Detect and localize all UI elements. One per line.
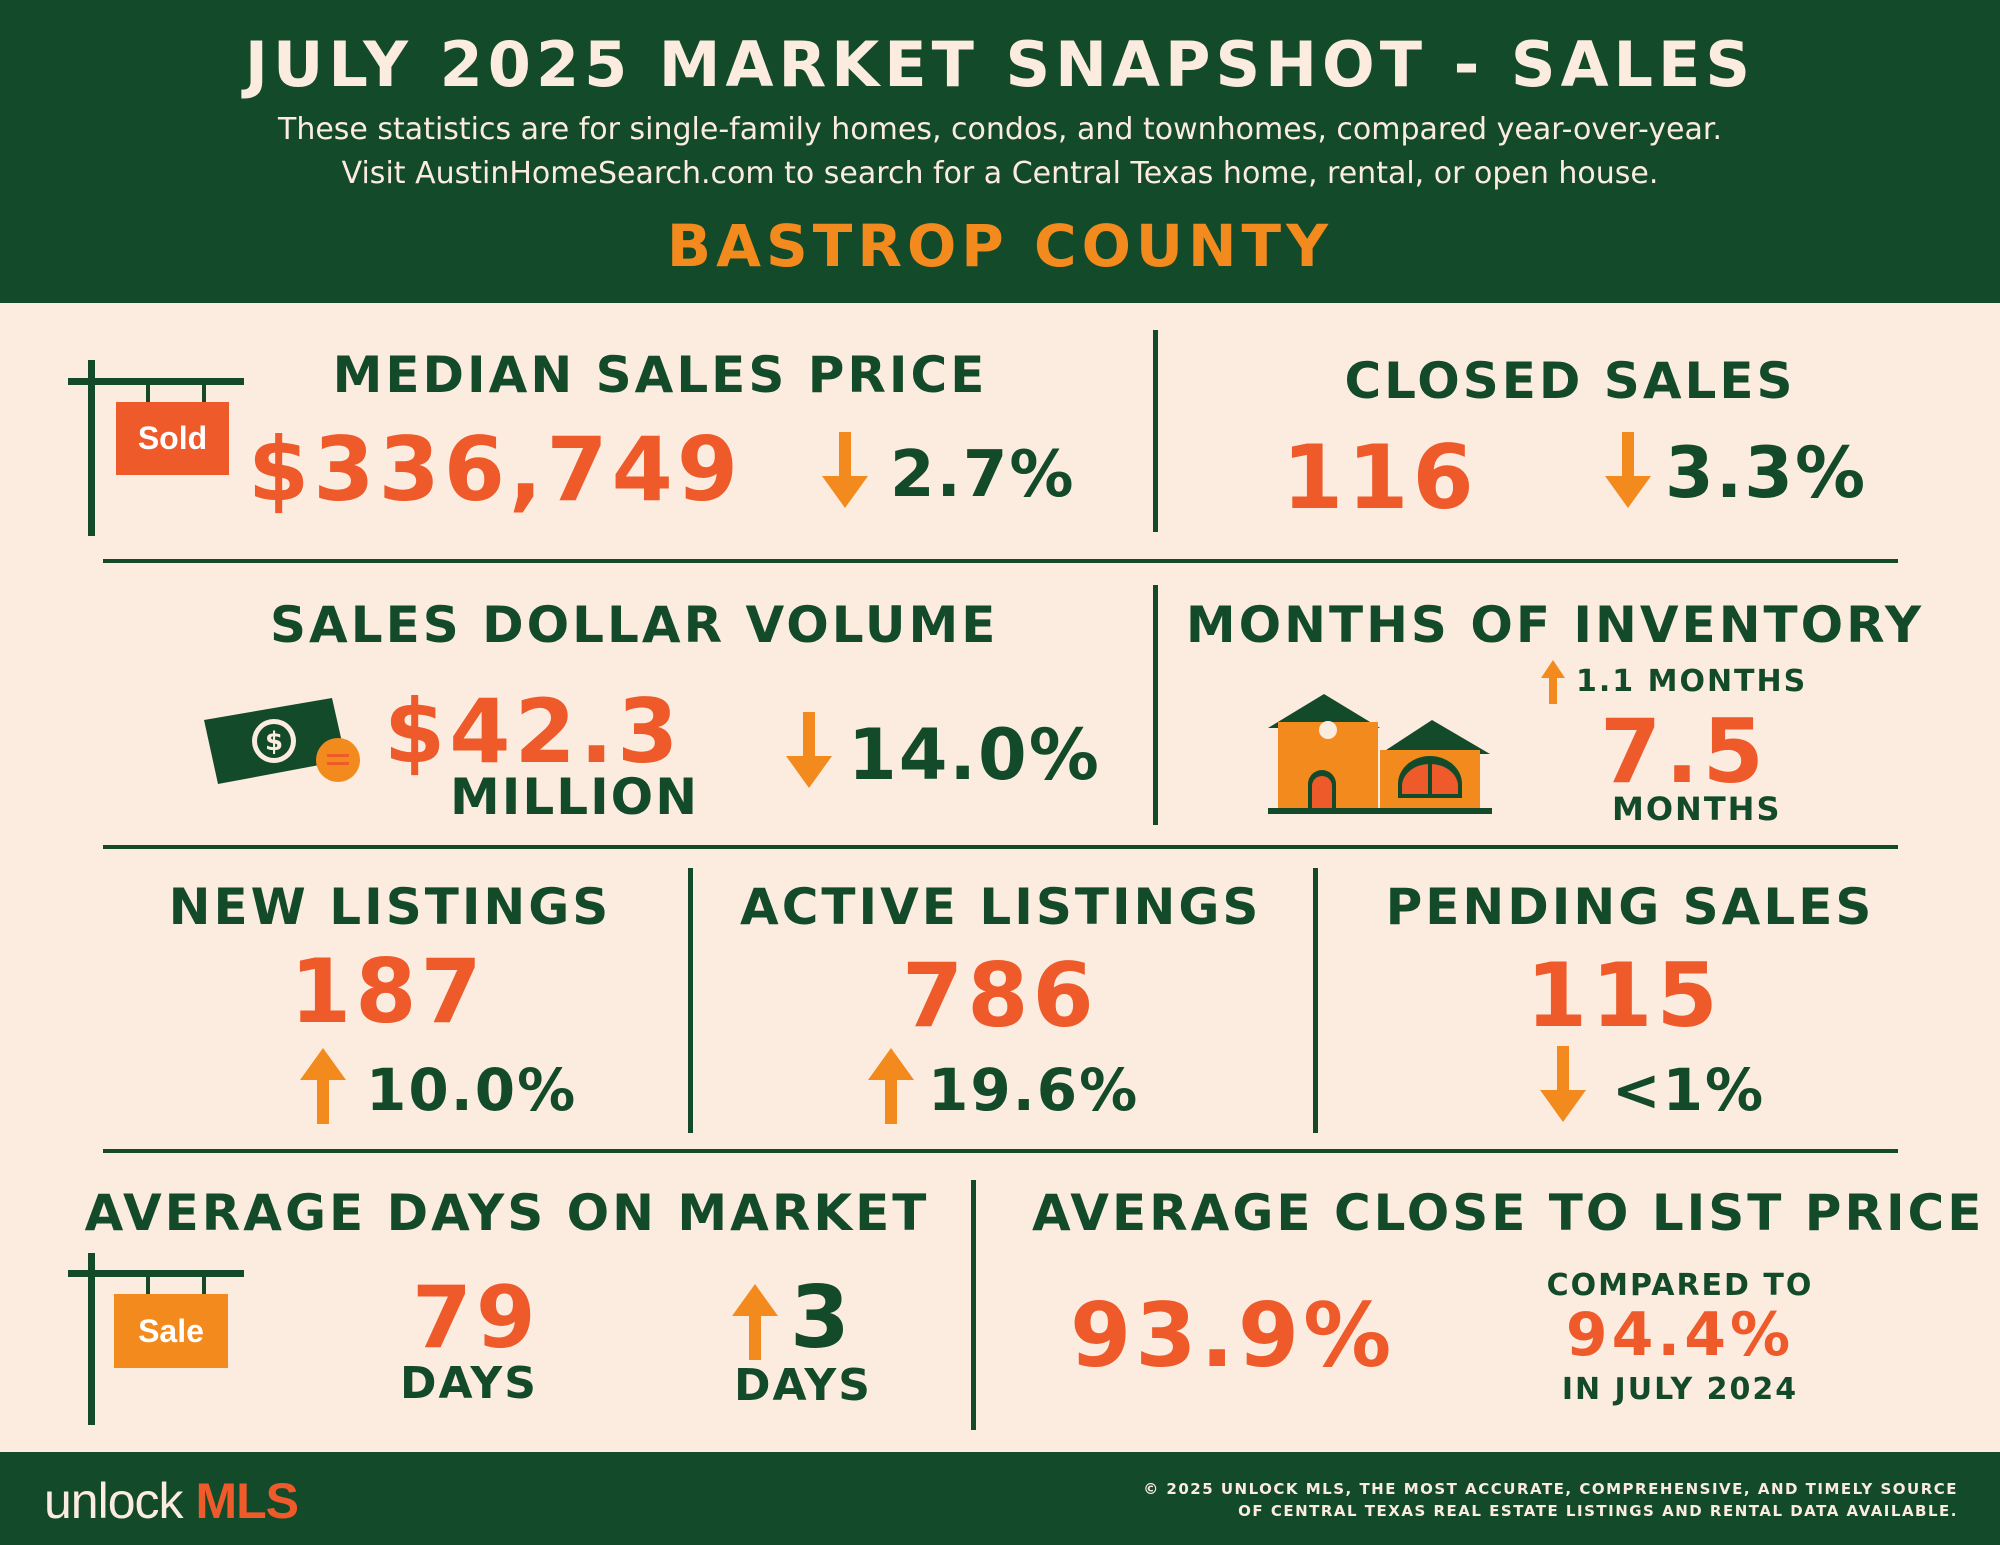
- sale-sign-label: Sale: [138, 1313, 204, 1349]
- average-days-on-market-change: 3: [790, 1268, 852, 1368]
- arrow-down-icon: [820, 432, 870, 514]
- header-banner: JULY 2025 MARKET SNAPSHOT - SALES These …: [0, 0, 2000, 303]
- divider-col-5: [971, 1180, 976, 1430]
- new-listings-value: 187: [290, 940, 486, 1043]
- footer: unlock MLS © 2025 UNLOCK MLS, THE MOST A…: [0, 1452, 2000, 1545]
- pending-sales-change: <1%: [1612, 1056, 1766, 1124]
- brand-unlock: unlock: [44, 1473, 184, 1529]
- new-listings-heading: NEW LISTINGS: [168, 878, 612, 936]
- footer-legal: © 2025 UNLOCK MLS, THE MOST ACCURATE, CO…: [1143, 1478, 1958, 1522]
- divider-row-3: [103, 1149, 1898, 1153]
- active-listings-value: 786: [902, 944, 1098, 1047]
- pending-sales-value: 115: [1526, 944, 1722, 1047]
- sold-sign-label: Sold: [137, 420, 208, 456]
- average-close-to-list-value: 93.9%: [1070, 1284, 1396, 1387]
- average-days-on-market-heading: AVERAGE DAYS ON MARKET: [84, 1184, 930, 1242]
- money-bill-icon: $: [200, 698, 366, 796]
- pending-sales-heading: PENDING SALES: [1385, 878, 1875, 936]
- divider-row-2: [103, 845, 1898, 849]
- average-days-on-market-unit: DAYS: [400, 1358, 538, 1409]
- arrow-up-icon: [730, 1282, 780, 1364]
- sales-dollar-volume-change: 14.0%: [848, 714, 1101, 796]
- arrow-up-icon: [298, 1046, 348, 1128]
- divider-col-1: [1153, 330, 1158, 532]
- active-listings-change: 19.6%: [928, 1056, 1140, 1124]
- sales-dollar-volume-unit: MILLION: [450, 768, 700, 826]
- average-days-on-market-change-unit: DAYS: [734, 1360, 872, 1411]
- months-of-inventory-unit: MONTHS: [1612, 790, 1782, 828]
- sale-sign-icon: Sale: [68, 1253, 248, 1429]
- median-sales-price-heading: MEDIAN SALES PRICE: [332, 346, 988, 404]
- arrow-down-icon: [1538, 1046, 1588, 1128]
- divider-col-4: [1313, 868, 1318, 1133]
- median-sales-price-value: $336,749: [248, 418, 743, 521]
- closed-sales-change: 3.3%: [1665, 432, 1868, 514]
- footer-legal-line-1: © 2025 UNLOCK MLS, THE MOST ACCURATE, CO…: [1143, 1480, 1958, 1498]
- footer-legal-line-2: OF CENTRAL TEXAS REAL ESTATE LISTINGS AN…: [1238, 1502, 1958, 1520]
- brand-mls: MLS: [195, 1473, 299, 1529]
- sold-sign-icon: Sold: [68, 360, 248, 540]
- closed-sales-heading: CLOSED SALES: [1344, 352, 1796, 410]
- arrow-up-icon: [1540, 660, 1566, 708]
- active-listings-heading: ACTIVE LISTINGS: [740, 878, 1262, 936]
- subtitle-line-2: Visit AustinHomeSearch.com to search for…: [341, 156, 1659, 191]
- average-close-to-list-compare-value: 94.4%: [1565, 1300, 1795, 1370]
- brand-logo: unlock MLS: [44, 1472, 299, 1530]
- average-days-on-market-value: 79: [412, 1268, 540, 1368]
- months-of-inventory-value: 7.5: [1600, 700, 1768, 803]
- new-listings-change: 10.0%: [366, 1056, 578, 1124]
- arrow-up-icon: [866, 1046, 916, 1128]
- average-close-to-list-compare-label: COMPARED TO: [1546, 1268, 1814, 1303]
- arrow-down-icon: [1603, 432, 1653, 514]
- closed-sales-value: 116: [1282, 426, 1478, 529]
- county-name: BASTROP COUNTY: [666, 212, 1334, 280]
- divider-col-2: [1153, 585, 1158, 825]
- average-close-to-list-heading: AVERAGE CLOSE TO LIST PRICE: [1032, 1184, 1985, 1242]
- median-sales-price-change: 2.7%: [890, 438, 1076, 512]
- subtitle-line-1: These statistics are for single-family h…: [278, 112, 1722, 147]
- arrow-down-icon: [784, 712, 834, 794]
- months-of-inventory-change: 1.1 MONTHS: [1576, 664, 1808, 699]
- page-title: JULY 2025 MARKET SNAPSHOT - SALES: [244, 28, 1756, 101]
- divider-row-1: [103, 559, 1898, 563]
- months-of-inventory-heading: MONTHS OF INVENTORY: [1185, 596, 1925, 654]
- sales-dollar-volume-heading: SALES DOLLAR VOLUME: [270, 596, 999, 654]
- sales-dollar-volume-value: $42.3: [384, 680, 683, 783]
- divider-col-3: [688, 868, 693, 1133]
- svg-text:$: $: [265, 727, 283, 757]
- average-close-to-list-compare-period: IN JULY 2024: [1561, 1372, 1799, 1407]
- house-icon: [1268, 694, 1492, 820]
